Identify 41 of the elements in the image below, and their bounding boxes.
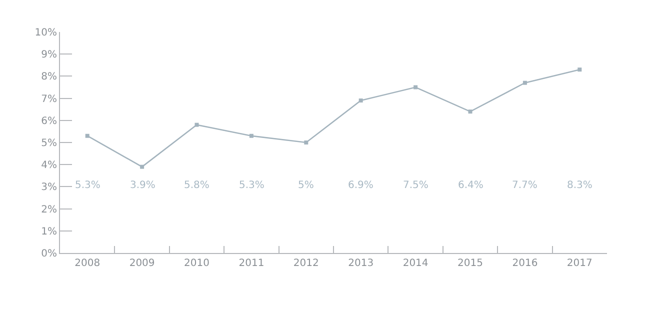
text: 5.3%: [239, 180, 264, 191]
point: [522, 80, 527, 85]
x-tick-label: 2016: [512, 258, 538, 269]
y-tick-label: 2%: [41, 204, 57, 216]
x-tick-label: 2011: [238, 258, 264, 269]
x-tick-label: 2009: [129, 258, 155, 269]
y-tick-label: 8%: [41, 72, 57, 83]
y-tick-label: 0%: [41, 248, 57, 260]
point: [468, 110, 472, 114]
y-tick-label: 4%: [41, 160, 57, 172]
point: [304, 140, 308, 144]
x-tick-label: 2012: [293, 258, 319, 269]
x-tick-label: 2013: [348, 258, 374, 269]
text: 8.3%: [567, 180, 592, 191]
text: 5.8%: [184, 180, 210, 191]
x-tick-label: 2015: [458, 258, 483, 269]
point: [414, 85, 418, 90]
y-tick-label: 9%: [41, 50, 57, 61]
text: 7.7%: [512, 180, 538, 191]
point: [358, 98, 363, 103]
x-tick-label: 2008: [74, 258, 100, 269]
x-tick-label: 2010: [184, 258, 210, 269]
point: [578, 68, 582, 72]
x-tick-label: 2014: [402, 258, 428, 269]
text: 6.9%: [348, 180, 374, 191]
text: 3.9%: [130, 180, 156, 191]
point: [194, 122, 199, 127]
y-tick-label: 5%: [41, 138, 57, 149]
y-tick-label: 7%: [41, 94, 57, 105]
text: 6.4%: [458, 180, 484, 191]
point: [85, 134, 90, 138]
y-tick-label: 3%: [41, 182, 57, 194]
y-tick-label: 6%: [41, 116, 57, 127]
y-tick-label: 1%: [41, 226, 57, 238]
point: [249, 134, 254, 138]
y-tick-label: 10%: [34, 28, 57, 38]
x-tick-label: 2017: [566, 258, 592, 269]
text: 5.3%: [75, 180, 100, 191]
point: [140, 164, 144, 169]
text: 7.5%: [403, 180, 428, 191]
text: 5%: [298, 180, 314, 191]
